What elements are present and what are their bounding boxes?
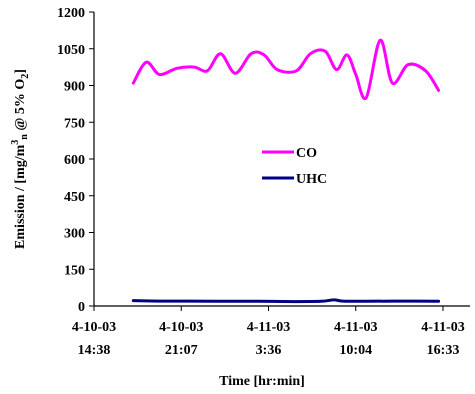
x-tick-time: 10:04 [339, 343, 372, 358]
y-tick-label: 0 [78, 300, 85, 315]
y-axis-title-part: ] [13, 69, 28, 74]
y-tick-label: 750 [64, 116, 85, 131]
x-tick-time: 3:36 [256, 343, 282, 358]
series-co-line [131, 38, 441, 101]
y-axis-title-text: Emission / [mg/m3n @ 5% O2] [10, 69, 31, 249]
x-tick-date: 4-11-03 [247, 320, 291, 335]
axes [93, 12, 470, 307]
y-axis-title: Emission / [mg/m3n @ 5% O2] [10, 69, 31, 249]
y-tick-label: 900 [64, 80, 85, 95]
y-axis-title-part: @ 5% O [13, 79, 28, 135]
legend-label-uhc: UHC [296, 172, 327, 187]
y-axis-title-part: n [19, 134, 30, 140]
y-axis-title-part: 2 [20, 74, 31, 79]
series-uhc-line [131, 298, 441, 304]
x-tick-date: 4-11-03 [421, 320, 465, 335]
x-tick-date: 4-10-03 [72, 320, 116, 335]
y-tick-label: 150 [64, 263, 85, 278]
y-tick-label: 600 [64, 153, 85, 168]
y-axis-ticks: 0 150 300 450 600 750 900 1050 1200 [57, 6, 94, 315]
series-lines [131, 38, 441, 304]
y-tick-label: 300 [64, 227, 85, 242]
x-tick-date: 4-10-03 [159, 320, 203, 335]
x-tick-time: 14:38 [78, 343, 111, 358]
y-tick-label: 1050 [57, 43, 85, 58]
y-axis-title-part: 3 [10, 140, 21, 145]
y-axis-title-part: Emission / [mg/m [13, 144, 28, 249]
x-tick-time: 16:33 [427, 343, 460, 358]
x-tick-date: 4-11-03 [334, 320, 378, 335]
y-tick-label: 450 [64, 190, 85, 205]
y-tick-label: 1200 [57, 6, 85, 21]
legend-label-co: CO [296, 146, 317, 161]
x-axis-title: Time [hr:min] [219, 374, 305, 389]
legend: CO UHC [262, 146, 327, 187]
x-tick-time: 21:07 [165, 343, 198, 358]
x-axis-ticks: 4-10-03 14:38 4-10-03 21:07 4-11-03 3:36 4-11-… [72, 306, 465, 358]
